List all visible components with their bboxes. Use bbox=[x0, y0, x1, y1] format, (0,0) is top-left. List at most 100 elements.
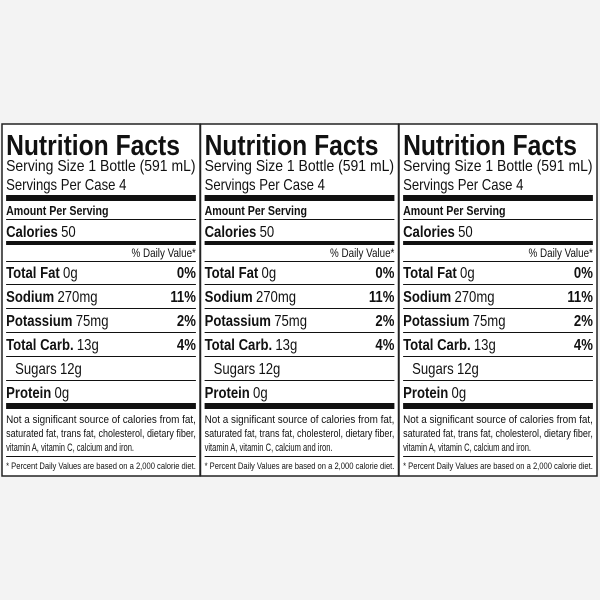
daily-value: 0% bbox=[574, 265, 593, 282]
calories-label: Calories bbox=[6, 224, 58, 241]
rule bbox=[403, 356, 593, 357]
rule bbox=[403, 308, 593, 309]
servings-per-case: Servings Per Case 4 bbox=[403, 177, 523, 194]
rule bbox=[6, 284, 196, 285]
amount-per-serving: Amount Per Serving bbox=[205, 203, 307, 218]
servings-per-case: Servings Per Case 4 bbox=[6, 177, 126, 194]
daily-value: 2% bbox=[177, 313, 196, 330]
nutrient-row: Total Carb. 13g bbox=[205, 337, 298, 354]
daily-value-header: % Daily Value* bbox=[132, 247, 197, 260]
rule bbox=[403, 456, 593, 457]
nutrient-row: Total Fat 0g bbox=[403, 265, 475, 282]
footnote-line: Not a significant source of calories fro… bbox=[205, 414, 395, 426]
daily-value: 0% bbox=[375, 265, 394, 282]
rule bbox=[6, 332, 196, 333]
nutrient-row: Potassium 75mg bbox=[6, 313, 108, 330]
nutrient-amount: 12g bbox=[60, 361, 82, 378]
nutrient-amount: 270mg bbox=[454, 289, 494, 306]
rule bbox=[6, 241, 196, 245]
rule bbox=[204, 219, 395, 220]
rule bbox=[403, 241, 593, 245]
nutrient-amount: 13g bbox=[77, 337, 99, 354]
rule bbox=[6, 261, 196, 262]
nutrient-amount: 270mg bbox=[256, 289, 296, 306]
rule bbox=[204, 261, 395, 262]
nutrient-row: Total Fat 0g bbox=[205, 265, 277, 282]
panel-title: Nutrition Facts bbox=[6, 129, 180, 162]
rule bbox=[204, 332, 395, 333]
rule bbox=[6, 356, 196, 357]
footnote-line: vitamin A, vitamin C, calcium and iron. bbox=[403, 442, 531, 454]
calories-value: 50 bbox=[458, 224, 473, 241]
calories: Calories 50 bbox=[6, 224, 76, 241]
nutrient-amount: 75mg bbox=[76, 313, 109, 330]
rule bbox=[6, 219, 196, 220]
daily-value: 4% bbox=[574, 337, 593, 354]
sugars-row: Sugars 12g bbox=[15, 361, 82, 378]
nutrient-name: Potassium bbox=[6, 313, 72, 330]
footnote-line: vitamin A, vitamin C, calcium and iron. bbox=[6, 442, 134, 454]
nutrient-name: Protein bbox=[205, 385, 250, 402]
percent-note: * Percent Daily Values are based on a 2,… bbox=[205, 460, 395, 471]
nutrient-name: Sodium bbox=[403, 289, 451, 306]
daily-value: 11% bbox=[567, 289, 593, 306]
serving-size: Serving Size 1 Bottle (591 mL) bbox=[205, 158, 394, 175]
nutrient-amount: 0g bbox=[253, 385, 268, 402]
protein-row: Protein 0g bbox=[6, 385, 69, 402]
nutrient-amount: 75mg bbox=[274, 313, 307, 330]
protein-row: Protein 0g bbox=[205, 385, 268, 402]
rule bbox=[403, 219, 593, 220]
nutrient-name: Total Fat bbox=[205, 265, 259, 282]
nutrient-name: Total Fat bbox=[403, 265, 457, 282]
rule bbox=[204, 241, 395, 245]
footnote-line: Not a significant source of calories fro… bbox=[403, 414, 593, 426]
daily-value: 4% bbox=[177, 337, 196, 354]
nutrient-name: Sodium bbox=[205, 289, 253, 306]
calories-label: Calories bbox=[403, 224, 455, 241]
calories-label: Calories bbox=[205, 224, 257, 241]
nutrient-amount: 13g bbox=[275, 337, 297, 354]
daily-value: 2% bbox=[574, 313, 593, 330]
nutrient-name: Protein bbox=[6, 385, 51, 402]
footnote-line: Not a significant source of calories fro… bbox=[6, 414, 196, 426]
nutrient-name: Total Fat bbox=[6, 265, 60, 282]
daily-value-header: % Daily Value* bbox=[529, 247, 594, 260]
rule bbox=[403, 284, 593, 285]
rule bbox=[204, 380, 395, 381]
daily-value: 11% bbox=[369, 289, 395, 306]
nutrient-name: Total Carb. bbox=[205, 337, 273, 354]
daily-value: 2% bbox=[375, 313, 394, 330]
rule bbox=[204, 356, 395, 357]
footnote-line: vitamin A, vitamin C, calcium and iron. bbox=[205, 442, 333, 454]
nutrient-name: Sugars bbox=[412, 361, 454, 378]
nutrient-amount: 0g bbox=[63, 265, 78, 282]
servings-per-case: Servings Per Case 4 bbox=[205, 177, 325, 194]
rule bbox=[6, 403, 196, 409]
daily-value-header: % Daily Value* bbox=[330, 247, 395, 260]
daily-value: 11% bbox=[170, 289, 196, 306]
footnote-line: saturated fat, trans fat, cholesterol, d… bbox=[403, 428, 593, 440]
rule bbox=[204, 403, 395, 409]
nutrient-row: Total Carb. 13g bbox=[403, 337, 496, 354]
daily-value: 0% bbox=[177, 265, 196, 282]
nutrient-name: Protein bbox=[403, 385, 448, 402]
nutrient-name: Sugars bbox=[15, 361, 57, 378]
sugars-row: Sugars 12g bbox=[412, 361, 479, 378]
nutrient-row: Potassium 75mg bbox=[403, 313, 505, 330]
nutrient-amount: 75mg bbox=[473, 313, 506, 330]
calories: Calories 50 bbox=[205, 224, 275, 241]
nutrient-row: Sodium 270mg bbox=[403, 289, 494, 306]
rule bbox=[6, 380, 196, 381]
rule bbox=[204, 456, 395, 457]
rule bbox=[204, 195, 395, 201]
nutrient-amount: 0g bbox=[460, 265, 475, 282]
nutrient-name: Sodium bbox=[6, 289, 54, 306]
amount-per-serving: Amount Per Serving bbox=[403, 203, 505, 218]
nutrient-amount: 12g bbox=[258, 361, 280, 378]
rule bbox=[6, 195, 196, 201]
nutrient-amount: 0g bbox=[55, 385, 70, 402]
rule bbox=[403, 380, 593, 381]
